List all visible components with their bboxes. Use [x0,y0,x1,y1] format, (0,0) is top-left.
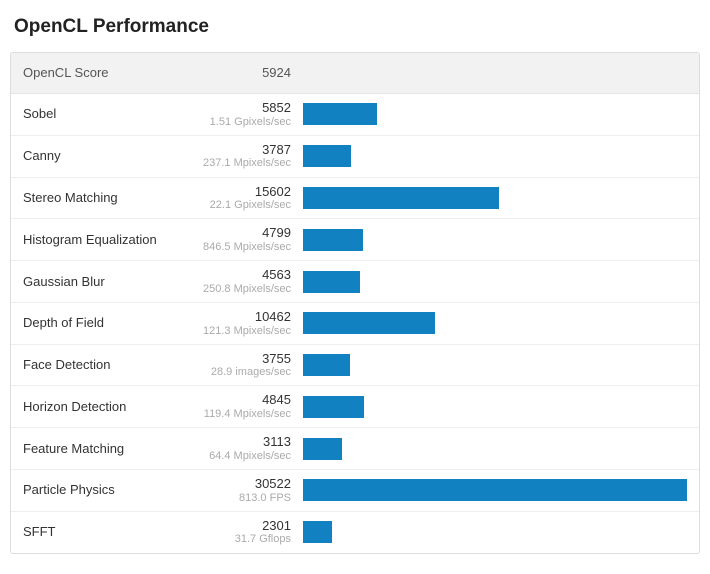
test-name: Sobel [23,106,56,121]
benchmark-row: SFFT 230131.7 Gflops [11,512,699,553]
test-score: 3787 [203,142,291,158]
score-bar [303,479,687,501]
test-name: SFFT [23,524,56,539]
test-name: Horizon Detection [23,399,126,414]
score-bar [303,271,360,293]
test-score: 4845 [203,392,291,408]
section-title: OpenCL Performance [14,16,700,38]
score-bar [303,145,351,167]
score-bar [303,521,332,543]
header-label: OpenCL Score [23,65,109,80]
benchmark-panel: OpenCL Score 5924 Sobel 58521.51 Gpixels/… [10,52,700,554]
test-score: 4563 [203,267,291,283]
test-name: Depth of Field [23,315,104,330]
test-name: Face Detection [23,357,110,372]
score-bar [303,354,350,376]
score-bar [303,396,364,418]
test-score: 2301 [203,518,291,534]
benchmark-row: Depth of Field 10462121.3 Mpixels/sec [11,303,699,345]
benchmark-row: Histogram Equalization 4799846.5 Mpixels/… [11,219,699,261]
test-score: 30522 [203,476,291,492]
test-subscore: 813.0 FPS [203,492,291,505]
test-subscore: 22.1 Gpixels/sec [203,199,291,212]
test-name: Feature Matching [23,441,124,456]
test-name: Gaussian Blur [23,274,105,289]
benchmark-row: Gaussian Blur 4563250.8 Mpixels/sec [11,261,699,303]
score-header-row: OpenCL Score 5924 [11,53,699,94]
test-score: 4799 [203,225,291,241]
test-subscore: 31.7 Gflops [203,533,291,546]
test-score: 3755 [203,351,291,367]
test-score: 10462 [203,309,291,325]
test-subscore: 1.51 Gpixels/sec [203,116,291,129]
benchmark-rows: Sobel 58521.51 Gpixels/sec Canny 3787237.1 … [11,94,699,553]
score-bar [303,312,435,334]
benchmark-row: Horizon Detection 4845119.4 Mpixels/sec [11,386,699,428]
score-bar [303,438,342,460]
benchmark-row: Particle Physics 30522813.0 FPS [11,470,699,512]
test-subscore: 121.3 Mpixels/sec [203,325,291,338]
test-score: 5852 [203,100,291,116]
benchmark-row: Feature Matching 311364.4 Mpixels/sec [11,428,699,470]
score-bar [303,229,363,251]
header-score: 5924 [203,65,291,81]
test-subscore: 64.4 Mpixels/sec [203,450,291,463]
test-subscore: 237.1 Mpixels/sec [203,157,291,170]
test-subscore: 846.5 Mpixels/sec [203,241,291,254]
test-score: 15602 [203,184,291,200]
benchmark-row: Stereo Matching 1560222.1 Gpixels/sec [11,178,699,220]
benchmark-row: Face Detection 375528.9 images/sec [11,345,699,387]
test-name: Histogram Equalization [23,232,157,247]
test-name: Canny [23,148,61,163]
test-subscore: 28.9 images/sec [203,366,291,379]
benchmark-row: Sobel 58521.51 Gpixels/sec [11,94,699,136]
test-score: 3113 [203,434,291,450]
test-subscore: 119.4 Mpixels/sec [203,408,291,421]
test-name: Particle Physics [23,482,115,497]
test-subscore: 250.8 Mpixels/sec [203,283,291,296]
benchmark-row: Canny 3787237.1 Mpixels/sec [11,136,699,178]
score-bar [303,103,377,125]
test-name: Stereo Matching [23,190,118,205]
score-bar [303,187,499,209]
